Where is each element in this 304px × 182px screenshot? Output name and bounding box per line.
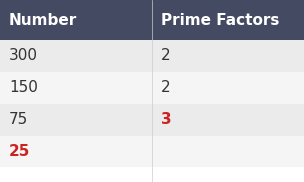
FancyBboxPatch shape [152,72,304,104]
FancyBboxPatch shape [0,104,152,136]
Text: Prime Factors: Prime Factors [161,13,279,27]
FancyBboxPatch shape [0,72,152,104]
FancyBboxPatch shape [152,104,304,136]
FancyBboxPatch shape [152,40,304,72]
FancyBboxPatch shape [0,0,304,40]
FancyBboxPatch shape [0,136,152,167]
Text: 75: 75 [9,112,28,127]
Text: 150: 150 [9,80,38,95]
Text: Number: Number [9,13,78,27]
FancyBboxPatch shape [0,40,152,72]
Text: 300: 300 [9,48,38,64]
FancyBboxPatch shape [152,136,304,167]
Text: 25: 25 [9,144,30,159]
Text: 2: 2 [161,80,171,95]
Text: 2: 2 [161,48,171,64]
Text: 3: 3 [161,112,172,127]
